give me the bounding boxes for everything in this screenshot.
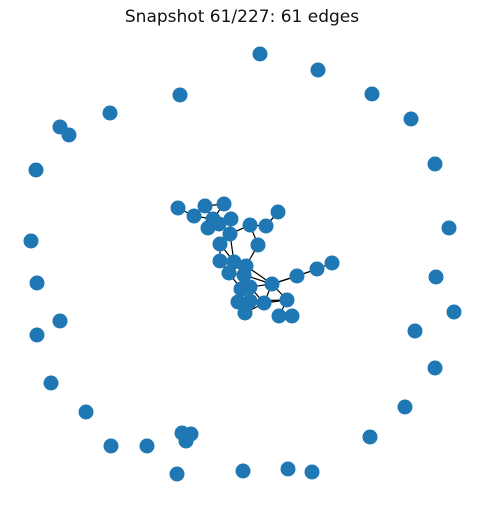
graph-node bbox=[178, 433, 194, 449]
graph-node bbox=[211, 216, 227, 232]
graph-node bbox=[78, 404, 94, 420]
graph-node bbox=[252, 46, 268, 62]
graph-node bbox=[427, 156, 443, 172]
graph-node bbox=[235, 463, 251, 479]
graph-node bbox=[172, 87, 188, 103]
graph-node bbox=[29, 275, 45, 291]
graph-node bbox=[242, 279, 258, 295]
graph-node bbox=[242, 217, 258, 233]
graph-node bbox=[271, 308, 287, 324]
graph-node bbox=[29, 327, 45, 343]
graph-node bbox=[279, 292, 295, 308]
graph-node bbox=[403, 111, 419, 127]
graph-node bbox=[197, 198, 213, 214]
graph-node bbox=[230, 294, 246, 310]
graph-node bbox=[169, 466, 185, 482]
graph-node bbox=[170, 200, 186, 216]
graph-node bbox=[289, 268, 305, 284]
graph-node bbox=[242, 293, 258, 309]
graph-node bbox=[446, 304, 462, 320]
graph-node bbox=[397, 399, 413, 415]
graph-node bbox=[258, 218, 274, 234]
graph-node bbox=[362, 429, 378, 445]
graph-node bbox=[52, 313, 68, 329]
graph-node bbox=[102, 105, 118, 121]
graph-node bbox=[43, 375, 59, 391]
graph-node bbox=[427, 360, 443, 376]
graph-node bbox=[216, 196, 232, 212]
graph-node bbox=[103, 438, 119, 454]
graph-node bbox=[256, 295, 272, 311]
node-layer bbox=[23, 46, 462, 482]
graph-node bbox=[236, 267, 252, 283]
graph-node bbox=[270, 204, 286, 220]
graph-node bbox=[250, 237, 266, 253]
graph-node bbox=[310, 62, 326, 78]
graph-node bbox=[284, 308, 300, 324]
graph-node bbox=[237, 305, 253, 321]
graph-node bbox=[186, 208, 202, 224]
graph-node bbox=[407, 323, 423, 339]
graph-node bbox=[139, 438, 155, 454]
graph-node bbox=[280, 461, 296, 477]
graph-node bbox=[212, 253, 228, 269]
graph-node bbox=[23, 233, 39, 249]
graph-node bbox=[309, 261, 325, 277]
graph-node bbox=[61, 127, 77, 143]
graph-node bbox=[223, 211, 239, 227]
graph-node bbox=[264, 276, 280, 292]
graph-node bbox=[364, 86, 380, 102]
graph-node bbox=[212, 236, 228, 252]
graph-node bbox=[28, 162, 44, 178]
graph-node bbox=[222, 226, 238, 242]
graph-node bbox=[441, 220, 457, 236]
graph-node bbox=[304, 464, 320, 480]
graph-node bbox=[428, 269, 444, 285]
graph-title: Snapshot 61/227: 61 edges bbox=[124, 7, 360, 27]
graph-node bbox=[324, 255, 340, 271]
graph-node bbox=[221, 265, 237, 281]
